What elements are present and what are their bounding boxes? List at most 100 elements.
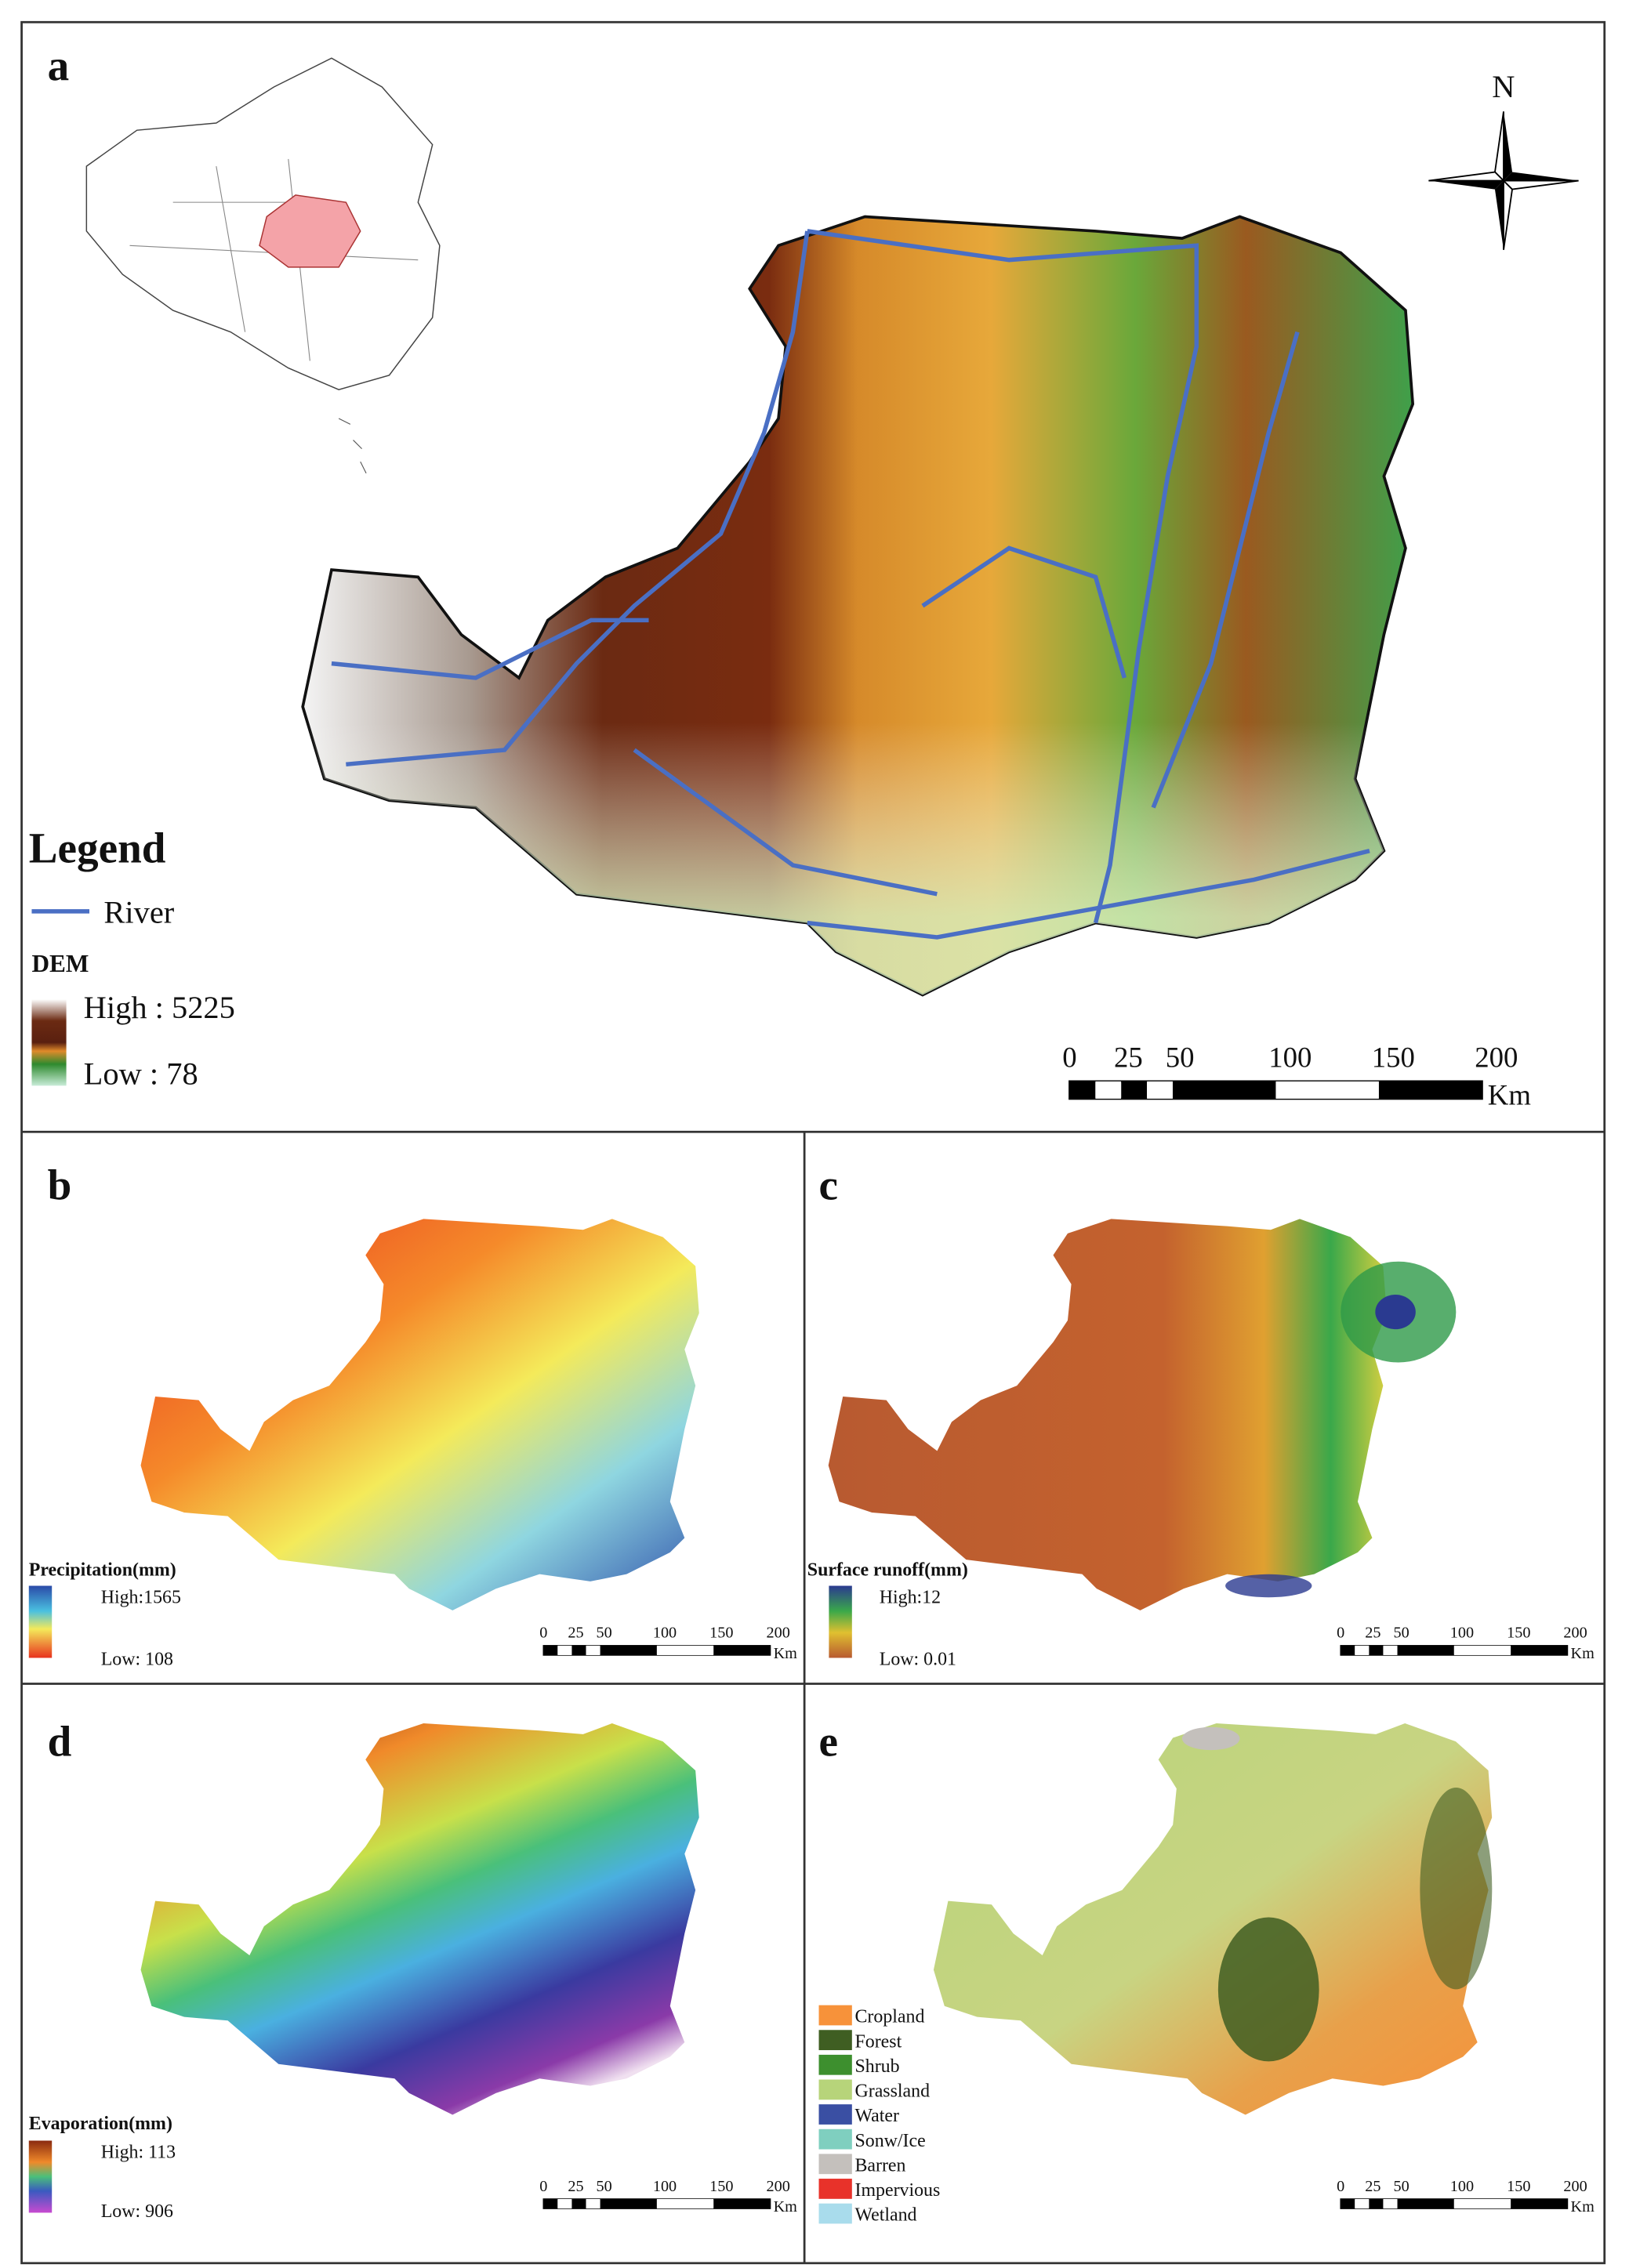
scale-segment [713,1645,771,1655]
dem-map [301,215,1414,997]
rivers [331,229,1370,940]
scale-tick-label: 100 [1450,2178,1474,2195]
scale-segment [543,2198,558,2209]
scale-segment [1397,2198,1454,2209]
scale-segment [557,1645,572,1655]
legend-title: Precipitation(mm) [29,1560,176,1581]
scale-unit: Km [774,2198,798,2215]
scale-segment [1341,1645,1355,1655]
high-label: High:1565 [101,1588,181,1608]
scale-segment [1383,2198,1398,2209]
scale-segment [713,2198,771,2209]
scale-segment [1147,1081,1173,1099]
scale-tick-label: 0 [1062,1041,1076,1073]
scale-tick-label: 50 [1393,1625,1409,1642]
legend-title: Surface runoff(mm) [807,1560,968,1581]
legend-swatch [818,2104,852,2125]
north-label: N [1492,69,1515,104]
scale-bar: 0 25 50 100 150 200 Km [1337,2178,1595,2215]
scale-tick-label: 50 [1166,1041,1195,1073]
scale-tick-label: 25 [1365,2178,1380,2195]
legend-label: Wetland [854,2205,916,2226]
legend-label: Barren [854,2155,905,2176]
legend-title: Evaporation(mm) [29,2114,172,2134]
scale-tick-label: 25 [568,1625,583,1642]
precipitation-color-ramp [28,1585,53,1658]
land-use-map [933,1723,1493,2115]
scale-segment [1355,1645,1370,1655]
evaporation-map [140,1723,699,2115]
panel-e: e Cropland Forest Shrub Grassland Water Sonw/… [818,1718,1595,2226]
scale-segment [557,2198,572,2209]
panel-d: d Evaporation(mm) High: 113 Low: 906 0 25… [28,1718,797,2222]
legend-label: Impervious [854,2180,940,2201]
legend-label: Shrub [854,2056,899,2077]
river-legend-label: River [103,895,174,930]
scale-tick-label: 25 [568,2178,583,2195]
china-inset-map [85,57,441,474]
scale-tick-label: 50 [597,1625,612,1642]
scale-tick-label: 200 [766,2178,789,2195]
scale-segment [571,2198,586,2209]
scale-bar: 0 25 50 100 150 200 Km [1062,1041,1531,1110]
scale-segment [1275,1081,1379,1099]
legend-swatch [818,2203,852,2224]
panel-label: c [819,1161,838,1209]
scale-segment [1383,1645,1398,1655]
scale-segment [1369,1645,1384,1655]
scale-segment [1397,1645,1454,1655]
scale-segment [600,2198,657,2209]
scale-tick-label: 200 [1475,1041,1518,1073]
scale-tick-label: 100 [653,1625,677,1642]
panel-label: a [48,42,70,89]
panel-label: b [48,1161,72,1209]
study-area-highlight [259,194,361,268]
scale-tick-label: 100 [653,2178,677,2195]
scale-tick-label: 0 [1337,2178,1344,2195]
scale-bar: 0 25 50 100 150 200 Km [539,2178,797,2215]
dem-color-ramp [31,999,67,1086]
scale-tick-label: 150 [1507,2178,1530,2195]
scale-tick-label: 150 [709,2178,733,2195]
scale-segment [1453,1645,1511,1655]
scale-segment [571,1645,586,1655]
scale-tick-label: 100 [1268,1041,1312,1073]
scale-segment [1121,1081,1148,1099]
scale-unit: Km [1488,1078,1532,1110]
evaporation-color-ramp [28,2140,53,2213]
scale-segment [1511,2198,1568,2209]
legend-swatch [818,2154,852,2175]
runoff-color-ramp [829,1585,852,1658]
scale-segment [1355,2198,1370,2209]
dem-legend-title: DEM [31,950,89,977]
scale-segment [586,2198,600,2209]
legend-swatch [818,2005,852,2026]
scale-tick-label: 25 [1365,1625,1380,1642]
legend-label: Water [854,2106,898,2126]
scale-tick-label: 200 [1563,2178,1587,2195]
scale-bar: 0 25 50 100 150 200 Km [1337,1625,1595,1662]
scale-bar: 0 25 50 100 150 200 Km [539,1625,797,1662]
scale-tick-label: 50 [1393,2178,1409,2195]
land-use-legend: Cropland Forest Shrub Grassland Water Sonw/Ic… [818,2005,940,2226]
low-label: Low: 906 [101,2201,173,2222]
legend-label: Forest [854,2031,902,2052]
low-label: Low: 0.01 [880,1650,956,1670]
legend-swatch [818,2030,852,2051]
scale-tick-label: 25 [1114,1041,1143,1073]
scale-segment [1069,1081,1096,1099]
legend-swatch [818,2079,852,2100]
scale-unit: Km [1571,2198,1595,2215]
scale-tick-label: 100 [1450,1625,1474,1642]
scale-segment [1341,2198,1355,2209]
panel-label: e [819,1718,838,1766]
scale-segment [600,1645,657,1655]
precipitation-map [140,1219,699,1610]
scale-tick-label: 150 [1372,1041,1415,1073]
scale-tick-label: 150 [1507,1625,1530,1642]
legend-title: Legend [29,824,166,871]
scale-tick-label: 150 [709,1625,733,1642]
high-label: High:12 [880,1588,941,1608]
legend-swatch [818,2179,852,2199]
